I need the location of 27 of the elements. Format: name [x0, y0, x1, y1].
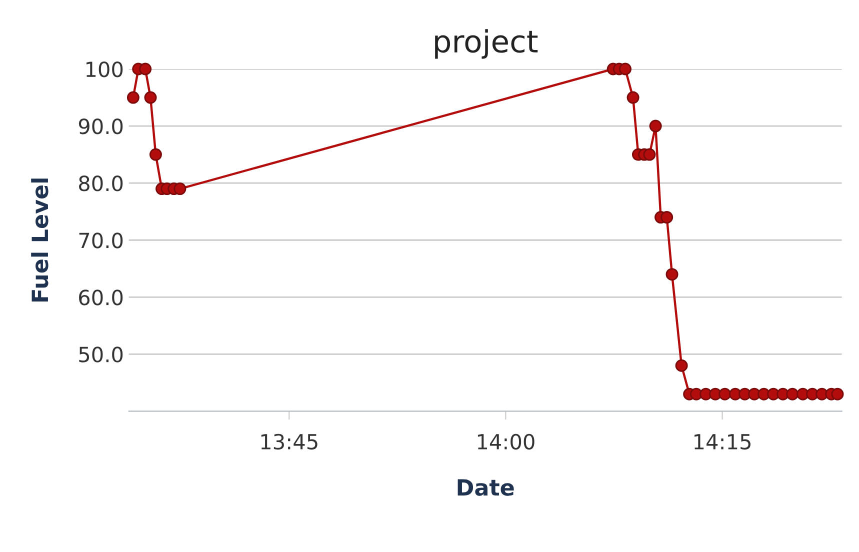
y-tick-label: 60.0 [79, 290, 123, 306]
x-axis-title: Date [458, 479, 514, 496]
point [718, 388, 732, 400]
point [666, 268, 678, 281]
x-tick-label: 14:00 [478, 434, 534, 450]
point [618, 62, 632, 76]
y-tick-label: 50.0 [79, 346, 123, 362]
y-tick-label: 100 [86, 61, 123, 78]
y-tick-label: 90.0 [78, 118, 123, 134]
chart-title: project [435, 29, 538, 59]
point [675, 359, 688, 372]
point [174, 182, 186, 196]
point [786, 388, 799, 400]
x-tick-label: 13:45 [261, 434, 318, 450]
point [649, 120, 662, 132]
y-axis-title: Fuel Level [31, 178, 48, 302]
point [139, 62, 152, 76]
x-tick-label: 14:15 [694, 434, 750, 450]
point [126, 91, 140, 104]
y-tick-label: 80.0 [79, 176, 123, 192]
point [149, 148, 162, 161]
point [660, 211, 674, 224]
point [626, 91, 640, 104]
point [643, 148, 656, 161]
y-tick-label: 70.0 [79, 232, 123, 248]
point [831, 388, 844, 400]
point [144, 91, 157, 104]
